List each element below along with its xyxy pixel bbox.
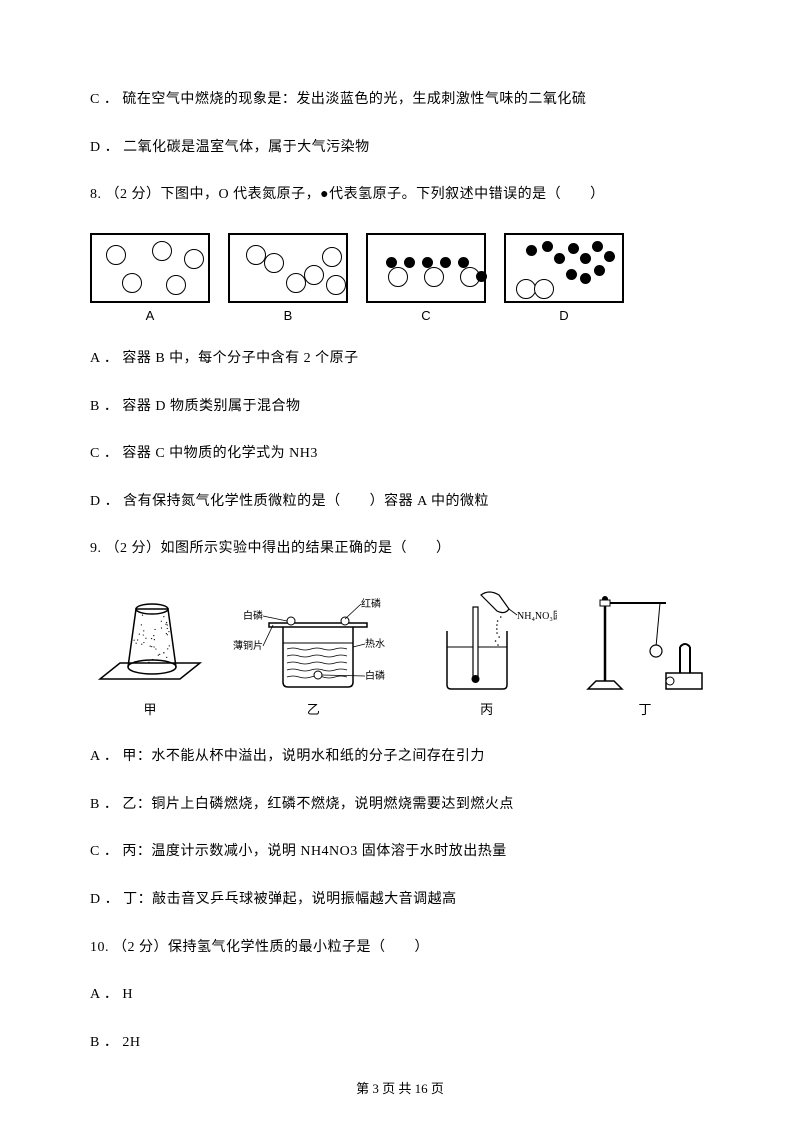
diagram-b-label: B	[284, 307, 293, 325]
exp-jia-svg	[90, 587, 210, 697]
q9-stem: 9. （2 分）如图所示实验中得出的结果正确的是（ ）	[90, 539, 710, 559]
q9-option-b: B ． 乙：铜片上白磷燃烧，红磷不燃烧，说明燃烧需要达到燃火点	[90, 795, 710, 815]
q9-figure-row: 甲 白磷红磷热水白磷薄铜片 乙 NH₄NO₃固体 丙 丁	[90, 587, 710, 719]
exp-yi-svg: 白磷红磷热水白磷薄铜片	[233, 587, 393, 697]
q8-option-b: B ． 容器 D 物质类别属于混合物	[90, 397, 710, 417]
diagram-c: C	[366, 233, 486, 325]
exp-yi: 白磷红磷热水白磷薄铜片 乙	[233, 587, 393, 719]
q8-option-a: A ． 容器 B 中，每个分子中含有 2 个原子	[90, 349, 710, 369]
q8-option-c: C ． 容器 C 中物质的化学式为 NH3	[90, 444, 710, 464]
q9-option-a: A ． 甲：水不能从杯中溢出，说明水和纸的分子之间存在引力	[90, 747, 710, 767]
q8-option-d: D ． 含有保持氮气化学性质微粒的是（ ）容器 A 中的微粒	[90, 492, 710, 512]
diagram-a: A	[90, 233, 210, 325]
exp-ding-svg	[580, 587, 710, 697]
exp-yi-label: 乙	[307, 701, 320, 719]
svg-text:红磷: 红磷	[361, 597, 381, 610]
option-c: C ． 硫在空气中燃烧的现象是：发出淡蓝色的光，生成刺激性气味的二氧化硫	[90, 90, 710, 110]
svg-text:热水: 热水	[365, 637, 385, 650]
diagram-c-label: C	[421, 307, 430, 325]
svg-text:白磷: 白磷	[365, 669, 385, 682]
exp-bing: NH₄NO₃固体 丙	[417, 587, 557, 719]
exp-jia: 甲	[90, 587, 210, 719]
diagram-b-box	[228, 233, 348, 303]
diagram-d: D	[504, 233, 624, 325]
q9-option-d: D ． 丁：敲击音叉乒乓球被弹起，说明振幅越大音调越高	[90, 890, 710, 910]
diagram-a-label: A	[146, 307, 155, 325]
exp-ding: 丁	[580, 587, 710, 719]
q10-option-a: A ． H	[90, 985, 710, 1005]
q8-diagram-row: A B C D	[90, 233, 710, 325]
svg-text:白磷: 白磷	[243, 609, 263, 622]
q10-stem: 10. （2 分）保持氢气化学性质的最小粒子是（ ）	[90, 938, 710, 958]
exp-bing-svg: NH₄NO₃固体	[417, 587, 557, 697]
q10-option-b: B ． 2H	[90, 1033, 710, 1053]
svg-text:薄铜片: 薄铜片	[233, 639, 263, 652]
svg-text:NH₄NO₃固体: NH₄NO₃固体	[517, 610, 557, 622]
exp-ding-label: 丁	[638, 701, 651, 719]
option-d: D ． 二氧化碳是温室气体，属于大气污染物	[90, 138, 710, 158]
q9-option-c: C ． 丙：温度计示数减小，说明 NH4NO3 固体溶于水时放出热量	[90, 842, 710, 862]
exp-jia-label: 甲	[143, 701, 156, 719]
diagram-b: B	[228, 233, 348, 325]
diagram-d-label: D	[559, 307, 568, 325]
page-footer: 第 3 页 共 16 页	[0, 1080, 800, 1098]
q8-stem: 8. （2 分）下图中，O 代表氮原子，●代表氢原子。下列叙述中错误的是（ ）	[90, 185, 710, 205]
exp-bing-label: 丙	[480, 701, 493, 719]
diagram-a-box	[90, 233, 210, 303]
diagram-d-box	[504, 233, 624, 303]
diagram-c-box	[366, 233, 486, 303]
